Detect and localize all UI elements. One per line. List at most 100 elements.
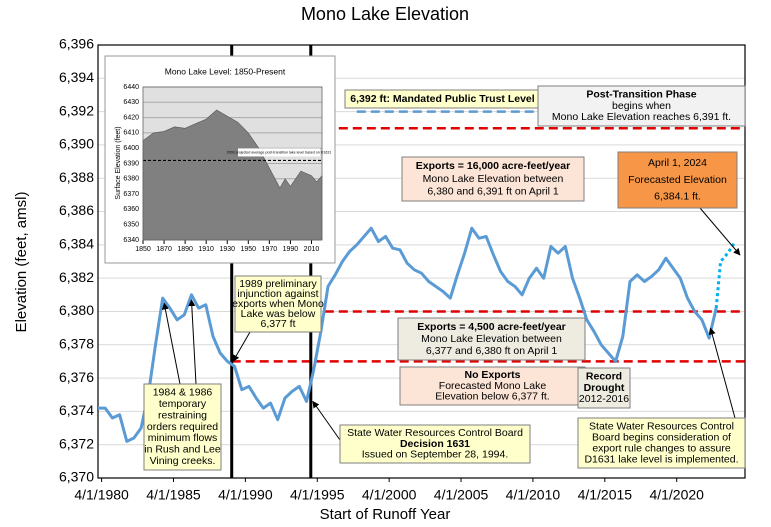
annotation-text: temporary: [159, 398, 207, 410]
arrow: [161, 302, 181, 385]
annotation-text: export rule changes to assure: [592, 442, 730, 454]
annotation-text: Exports = 16,000 acre-feet/year: [416, 160, 570, 172]
arrow: [232, 331, 251, 363]
inset-y-title: Surface Elevation (feet): [115, 126, 122, 199]
arrow: [312, 400, 341, 441]
y-tick-label: 6,396: [59, 36, 94, 52]
annotation-text: minimum flows: [148, 432, 217, 444]
annotation-text: Post-Transition Phase: [586, 88, 696, 100]
annotation-text: 6,392 ft: Mandated Public Trust Level: [350, 93, 534, 105]
data-line: [714, 242, 736, 309]
annotation-text: Issued on September 28, 1994.: [362, 448, 509, 460]
x-tick-label: 1990: [283, 246, 299, 253]
annotation-box: [234, 275, 322, 333]
annotation-text: injunction against: [237, 288, 318, 300]
annotation-text: Drought: [584, 382, 625, 394]
annotation-box: [401, 156, 585, 202]
arrow: [708, 327, 736, 419]
y-tick-label: 6400: [123, 145, 139, 152]
x-tick-label: 4/1/2000: [362, 487, 417, 503]
y-tick-label: 6350: [123, 222, 139, 229]
y-tick-label: 6360: [123, 206, 139, 213]
annotation-text: Board begins consideration of: [592, 431, 731, 443]
y-tick-label: 6440: [123, 84, 139, 91]
x-tick-label: 4/1/1995: [290, 487, 345, 503]
annotation-text: Lake was below: [241, 308, 316, 320]
annotation-text: D1631 lake level is implemented.: [584, 453, 738, 465]
x-tick-label: 1910: [198, 246, 214, 253]
y-tick-label: 6,376: [59, 369, 94, 385]
y-tick-label: 6,380: [59, 302, 94, 318]
y-tick-label: 6340: [123, 237, 139, 244]
annotation-text: Mono Lake Elevation reaches 6,391 ft.: [552, 111, 731, 123]
plot-border: [97, 44, 746, 479]
annotation-text: 1984 & 1986: [153, 386, 213, 398]
x-tick-label: 4/1/1990: [218, 487, 273, 503]
y-tick-label: 6430: [123, 99, 139, 106]
x-tick-label: 1930: [219, 246, 235, 253]
x-tick-label: 1970: [262, 246, 278, 253]
annotation-text: Forecasted Elevation: [628, 174, 727, 186]
y-tick-label: 6370: [123, 191, 139, 198]
x-tick-label: 1950: [241, 246, 257, 253]
inset-title: Mono Lake Level: 1850-Present: [165, 66, 286, 76]
x-tick-label: 4/1/1985: [146, 487, 201, 503]
y-tick-label: 6,372: [59, 435, 94, 451]
annotation-box: [537, 85, 746, 127]
annotation-text: 6,377 and 6,380 ft on April 1: [426, 345, 558, 357]
x-tick-label: 4/1/2010: [506, 487, 561, 503]
annotation-box: [399, 366, 586, 406]
annotation-text: exports when Mono: [232, 298, 324, 310]
y-tick-label: 6,378: [59, 335, 94, 351]
x-tick-label: 1890: [177, 246, 193, 253]
x-tick-label: 4/1/2020: [649, 487, 704, 503]
annotation-text: 6,377 ft: [260, 318, 295, 330]
annotation-text: Mono Lake Elevation between: [423, 173, 564, 185]
y-tick-label: 6420: [123, 114, 139, 121]
annotation-text: 1989 preliminary: [239, 278, 317, 290]
x-tick-label: 1850: [135, 246, 151, 253]
inset-note: 2003 projected average post-transition l…: [227, 150, 332, 154]
y-tick-label: 6,370: [59, 469, 94, 485]
y-tick-label: 6,384: [59, 236, 94, 252]
annotation-box: [143, 383, 222, 471]
y-tick-label: 6,392: [59, 102, 94, 118]
annotation-box: [397, 317, 586, 361]
annotation-text: Decision 1631: [400, 438, 470, 450]
inset-note-box: [238, 148, 320, 157]
y-tick-label: 6,386: [59, 202, 94, 218]
y-tick-label: 6390: [123, 160, 139, 167]
y-tick-label: 6,388: [59, 169, 94, 185]
annotation-box: [577, 417, 746, 469]
x-tick-label: 4/1/2005: [434, 487, 489, 503]
annotation-text: restraining: [158, 409, 207, 421]
annotation-text: Forecasted Mono Lake: [439, 380, 547, 392]
chart-title: Mono Lake Elevation: [301, 4, 469, 24]
y-tick-label: 6,382: [59, 269, 94, 285]
arrow: [699, 207, 741, 256]
annotation-text: No Exports: [464, 369, 520, 381]
data-line: [98, 226, 718, 443]
annotation-text: begins when: [612, 100, 671, 112]
y-tick-label: 6410: [123, 130, 139, 137]
x-tick-label: 1870: [156, 246, 172, 253]
x-tick-label: 4/1/1980: [74, 487, 129, 503]
annotation-box: [577, 367, 631, 409]
annotation-text: 6,380 and 6,391 ft on April 1: [427, 185, 559, 197]
y-tick-label: 6,374: [59, 402, 94, 418]
y-tick-label: 6,394: [59, 69, 94, 85]
arrow: [188, 299, 197, 385]
annotation-text: State Water Resources Control: [589, 420, 734, 432]
annotation-text: Elevation below 6,377 ft.: [435, 390, 549, 402]
y-tick-label: 6,390: [59, 136, 94, 152]
annotation-text: Mono Lake Elevation between: [421, 333, 562, 345]
annotation-text: Exports = 4,500 acre-feet/year: [417, 321, 566, 333]
x-tick-label: 2010: [304, 246, 320, 253]
y-axis-title: Elevation (feet, amsl): [13, 192, 30, 333]
inset-plot-border: [142, 86, 323, 241]
x-axis-title: Start of Runoff Year: [320, 506, 451, 523]
annotation-text: Record: [586, 370, 622, 382]
annotation-text: 6,384.1 ft.: [654, 190, 701, 202]
annotation-text: 2012-2016: [579, 393, 629, 405]
